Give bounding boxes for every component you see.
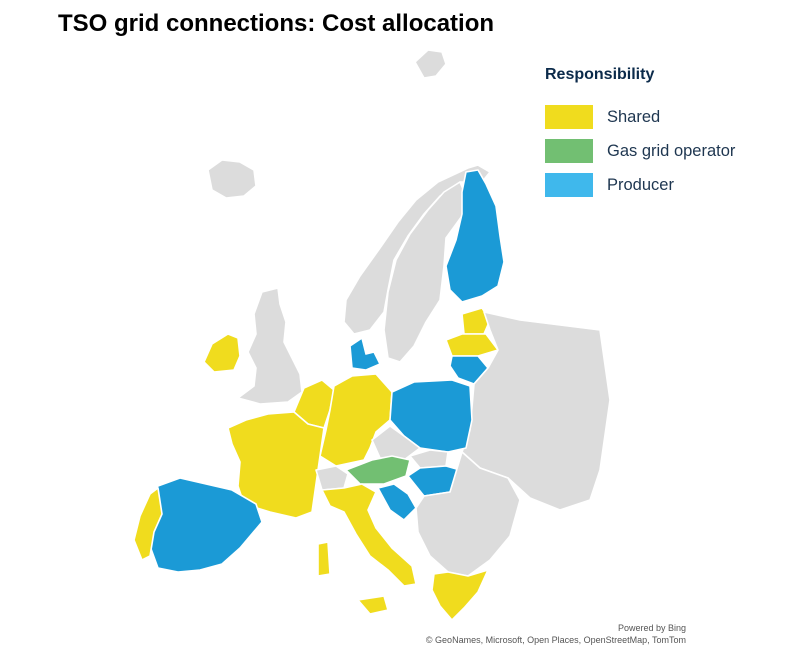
legend-swatch-gas-grid-operator: [545, 139, 593, 163]
region-sweden: [383, 181, 467, 363]
map-attribution: © GeoNames, Microsoft, Open Places, Open…: [425, 635, 686, 645]
region-germany: [319, 373, 393, 467]
legend-label-producer: Producer: [607, 175, 674, 194]
region-croatia: [377, 483, 417, 521]
legend-swatch-producer: [545, 173, 593, 197]
legend-title: Responsibility: [545, 66, 655, 83]
powered-by-bing: Powered by Bing: [617, 623, 686, 633]
region-italy: [321, 483, 417, 587]
region-uk: [237, 287, 303, 405]
region-poland: [389, 379, 473, 453]
legend-item-shared: Shared: [545, 100, 735, 134]
region-estonia: [461, 307, 491, 335]
region-latvia: [445, 333, 499, 357]
region-balkans: [415, 451, 521, 577]
legend-item-gas-grid-operator: Gas grid operator: [545, 134, 735, 168]
region-switzerland: [315, 465, 349, 491]
legend-label-gas-grid-operator: Gas grid operator: [607, 141, 736, 160]
region-france: [227, 411, 325, 519]
legend-swatch-shared: [545, 105, 593, 129]
region-svalbard: [414, 49, 447, 79]
region-ireland: [203, 333, 241, 373]
region-denmark: [349, 337, 381, 371]
legend-label-shared: Shared: [607, 107, 661, 126]
region-sardinia: [317, 541, 331, 577]
map-title: TSO grid connections: Cost allocation: [58, 10, 495, 37]
legend-item-producer: Producer: [545, 168, 735, 202]
region-austria: [345, 455, 411, 485]
region-portugal: [133, 487, 163, 561]
region-greece: [431, 569, 489, 621]
region-sicily: [357, 595, 389, 615]
legend: Responsibility Shared Gas grid operator …: [545, 66, 735, 202]
region-slovakia: [409, 449, 449, 469]
region-finland: [445, 169, 505, 303]
region-iceland: [207, 159, 257, 199]
